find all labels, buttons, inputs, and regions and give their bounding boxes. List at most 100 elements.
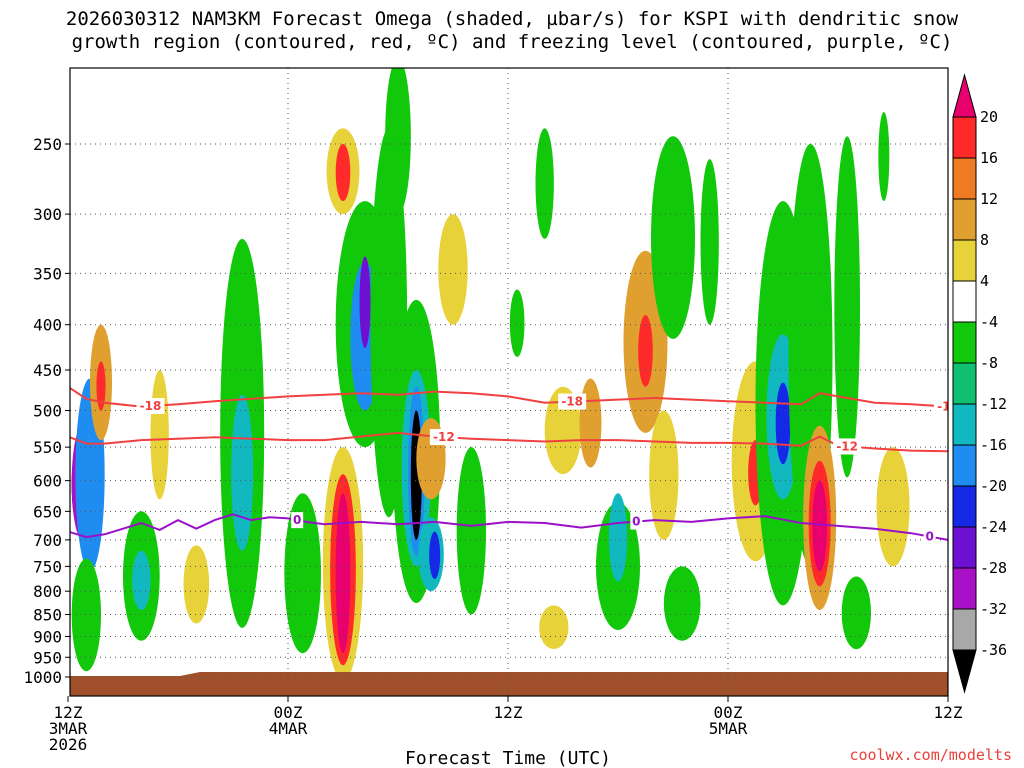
omega-cell-20 — [359, 256, 371, 349]
y-tick-label: 350 — [33, 264, 62, 283]
freezing-level-contour-label-bg — [630, 513, 643, 530]
colorbar-tick-label: -16 — [980, 436, 1007, 454]
y-tick-label: 850 — [33, 606, 62, 625]
dgz-contour--18-label: -18 — [140, 399, 162, 413]
omega-cell-8 — [150, 369, 169, 500]
omega-cell-5 — [96, 361, 106, 411]
omega-cell-31 — [456, 447, 487, 615]
colorbar-bin — [952, 444, 977, 487]
surface-fill — [70, 672, 948, 696]
dgz-contour--18-label: -18 — [937, 400, 959, 414]
colorbar-tick-label: -24 — [980, 518, 1007, 536]
x-axis: 12Z3MAR202600Z4MAR12Z00Z5MAR12Z00Z6MAR — [49, 696, 963, 754]
x-tick-label: 00Z — [714, 703, 743, 722]
y-tick-label: 900 — [33, 627, 62, 646]
omega-cell-55 — [841, 576, 871, 650]
colorbar-bin — [952, 157, 977, 200]
dgz-contour--18-label-bg — [558, 393, 587, 410]
colorbar-tick-label: -4 — [980, 313, 998, 331]
dgz-contour--12-label-bg — [429, 429, 458, 446]
x-axis-title: Forecast Time (UTC) — [405, 748, 611, 768]
y-tick-label: 600 — [33, 472, 62, 491]
omega-cell-12 — [284, 493, 321, 654]
dgz-contour--12 — [70, 431, 948, 453]
omega-cell-36 — [579, 378, 602, 468]
chart-title-line2: growth region (contoured, red, ºC) and f… — [72, 31, 953, 53]
colorbar-bin — [952, 526, 977, 569]
y-tick-label: 400 — [33, 316, 62, 335]
dgz-contour--18-label-bg — [934, 398, 948, 415]
omega-cell-58 — [1014, 194, 1024, 300]
omega-cell-44 — [700, 159, 719, 325]
y-tick-label: 450 — [33, 361, 62, 380]
omega-cell-3 — [71, 558, 102, 672]
colorbar-bin — [952, 116, 977, 159]
y-tick-label: 550 — [33, 438, 62, 457]
freezing-level-contour-label: 0 — [293, 513, 301, 527]
colorbar-bin — [952, 608, 977, 651]
x-tick-label: 4MAR — [269, 719, 308, 738]
y-tick-label: 650 — [33, 502, 62, 521]
omega-cell-59 — [990, 257, 997, 310]
omega-cell-56 — [878, 111, 890, 202]
colorbar-tick-label: 20 — [980, 108, 998, 126]
omega-cell-57 — [876, 447, 910, 567]
omega-cell-32 — [509, 289, 525, 357]
x-tick-label: 2026 — [49, 735, 88, 754]
colorbar-tick-label: 16 — [980, 149, 998, 167]
omega-cell-53 — [812, 480, 828, 572]
colorbar-tick-label: -20 — [980, 477, 1007, 495]
omega-cell-28 — [429, 531, 441, 579]
colorbar-tick-label: -8 — [980, 354, 998, 372]
y-tick-label: 300 — [33, 205, 62, 224]
dgz-contour--18 — [70, 386, 948, 408]
x-tick-label: 00Z — [274, 703, 303, 722]
surface-ground — [70, 672, 948, 696]
omega-cell-38 — [608, 493, 628, 582]
chart-title-line1: 2026030312 NAM3KM Forecast Omega (shaded… — [66, 8, 959, 30]
colorbar-bin — [952, 567, 977, 610]
colorbar-tick-label: 12 — [980, 190, 998, 208]
colorbar-bin — [952, 403, 977, 446]
colorbar: 20 16 12 8 4 -4 -8 -12 -16 -20 -24 -28 -32 -36 — [952, 73, 1007, 694]
y-tick-label: 1000 — [23, 668, 62, 687]
freezing-level-contour-label: 0 — [632, 515, 640, 529]
freezing-level-contour-label-bg — [291, 512, 304, 529]
omega-cell-49 — [775, 382, 791, 465]
omega-cell-54 — [834, 136, 861, 478]
freezing-level-contour — [70, 513, 948, 541]
colorbar-bin — [952, 239, 977, 282]
x-tick-label: 12Z — [54, 703, 83, 722]
omega-cell-41 — [651, 136, 695, 339]
x-tick-label: 12Z — [934, 703, 963, 722]
x-tick-label: 3MAR — [49, 719, 88, 738]
omega-cell-40 — [638, 314, 653, 387]
colorbar-tick-label: 8 — [980, 231, 989, 249]
colorbar-bin — [952, 280, 977, 323]
colorbar-bin — [952, 362, 977, 405]
omega-cell-33 — [535, 128, 554, 239]
dgz-contour--12-label-bg — [833, 438, 862, 455]
colorbar-tick-label: -36 — [980, 641, 1007, 659]
y-tick-label: 800 — [33, 582, 62, 601]
dgz-contour--18-label: -18 — [561, 395, 583, 409]
colorbar-bin-bottom — [952, 649, 977, 694]
credit-link[interactable]: coolwx.com/modelts — [849, 746, 1012, 764]
omega-cell-30 — [438, 214, 468, 325]
colorbar-bin-top — [952, 73, 977, 118]
x-tick-label: 5MAR — [709, 719, 748, 738]
plot-frame — [69, 67, 949, 697]
colorbar-bin — [952, 198, 977, 241]
omega-cell-17 — [335, 493, 351, 654]
y-axis: 250 300 350 400 450 500 550 600 650 700 750 800 850 9… — [23, 135, 70, 687]
dgz-contour--12-label: -12 — [433, 430, 455, 444]
colorbar-bin — [952, 485, 977, 528]
dgz-contour--12-label: -12 — [836, 439, 858, 453]
omega-cell-7 — [132, 550, 151, 610]
contour-lines: -18 -18 -18 -12 -12 0 0 0 — [70, 386, 959, 545]
omega-cell-35 — [539, 605, 569, 650]
freezing-level-contour-label-bg — [923, 528, 936, 545]
colorbar-tick-label: -32 — [980, 600, 1007, 618]
colorbar-tick-label: 4 — [980, 272, 989, 290]
